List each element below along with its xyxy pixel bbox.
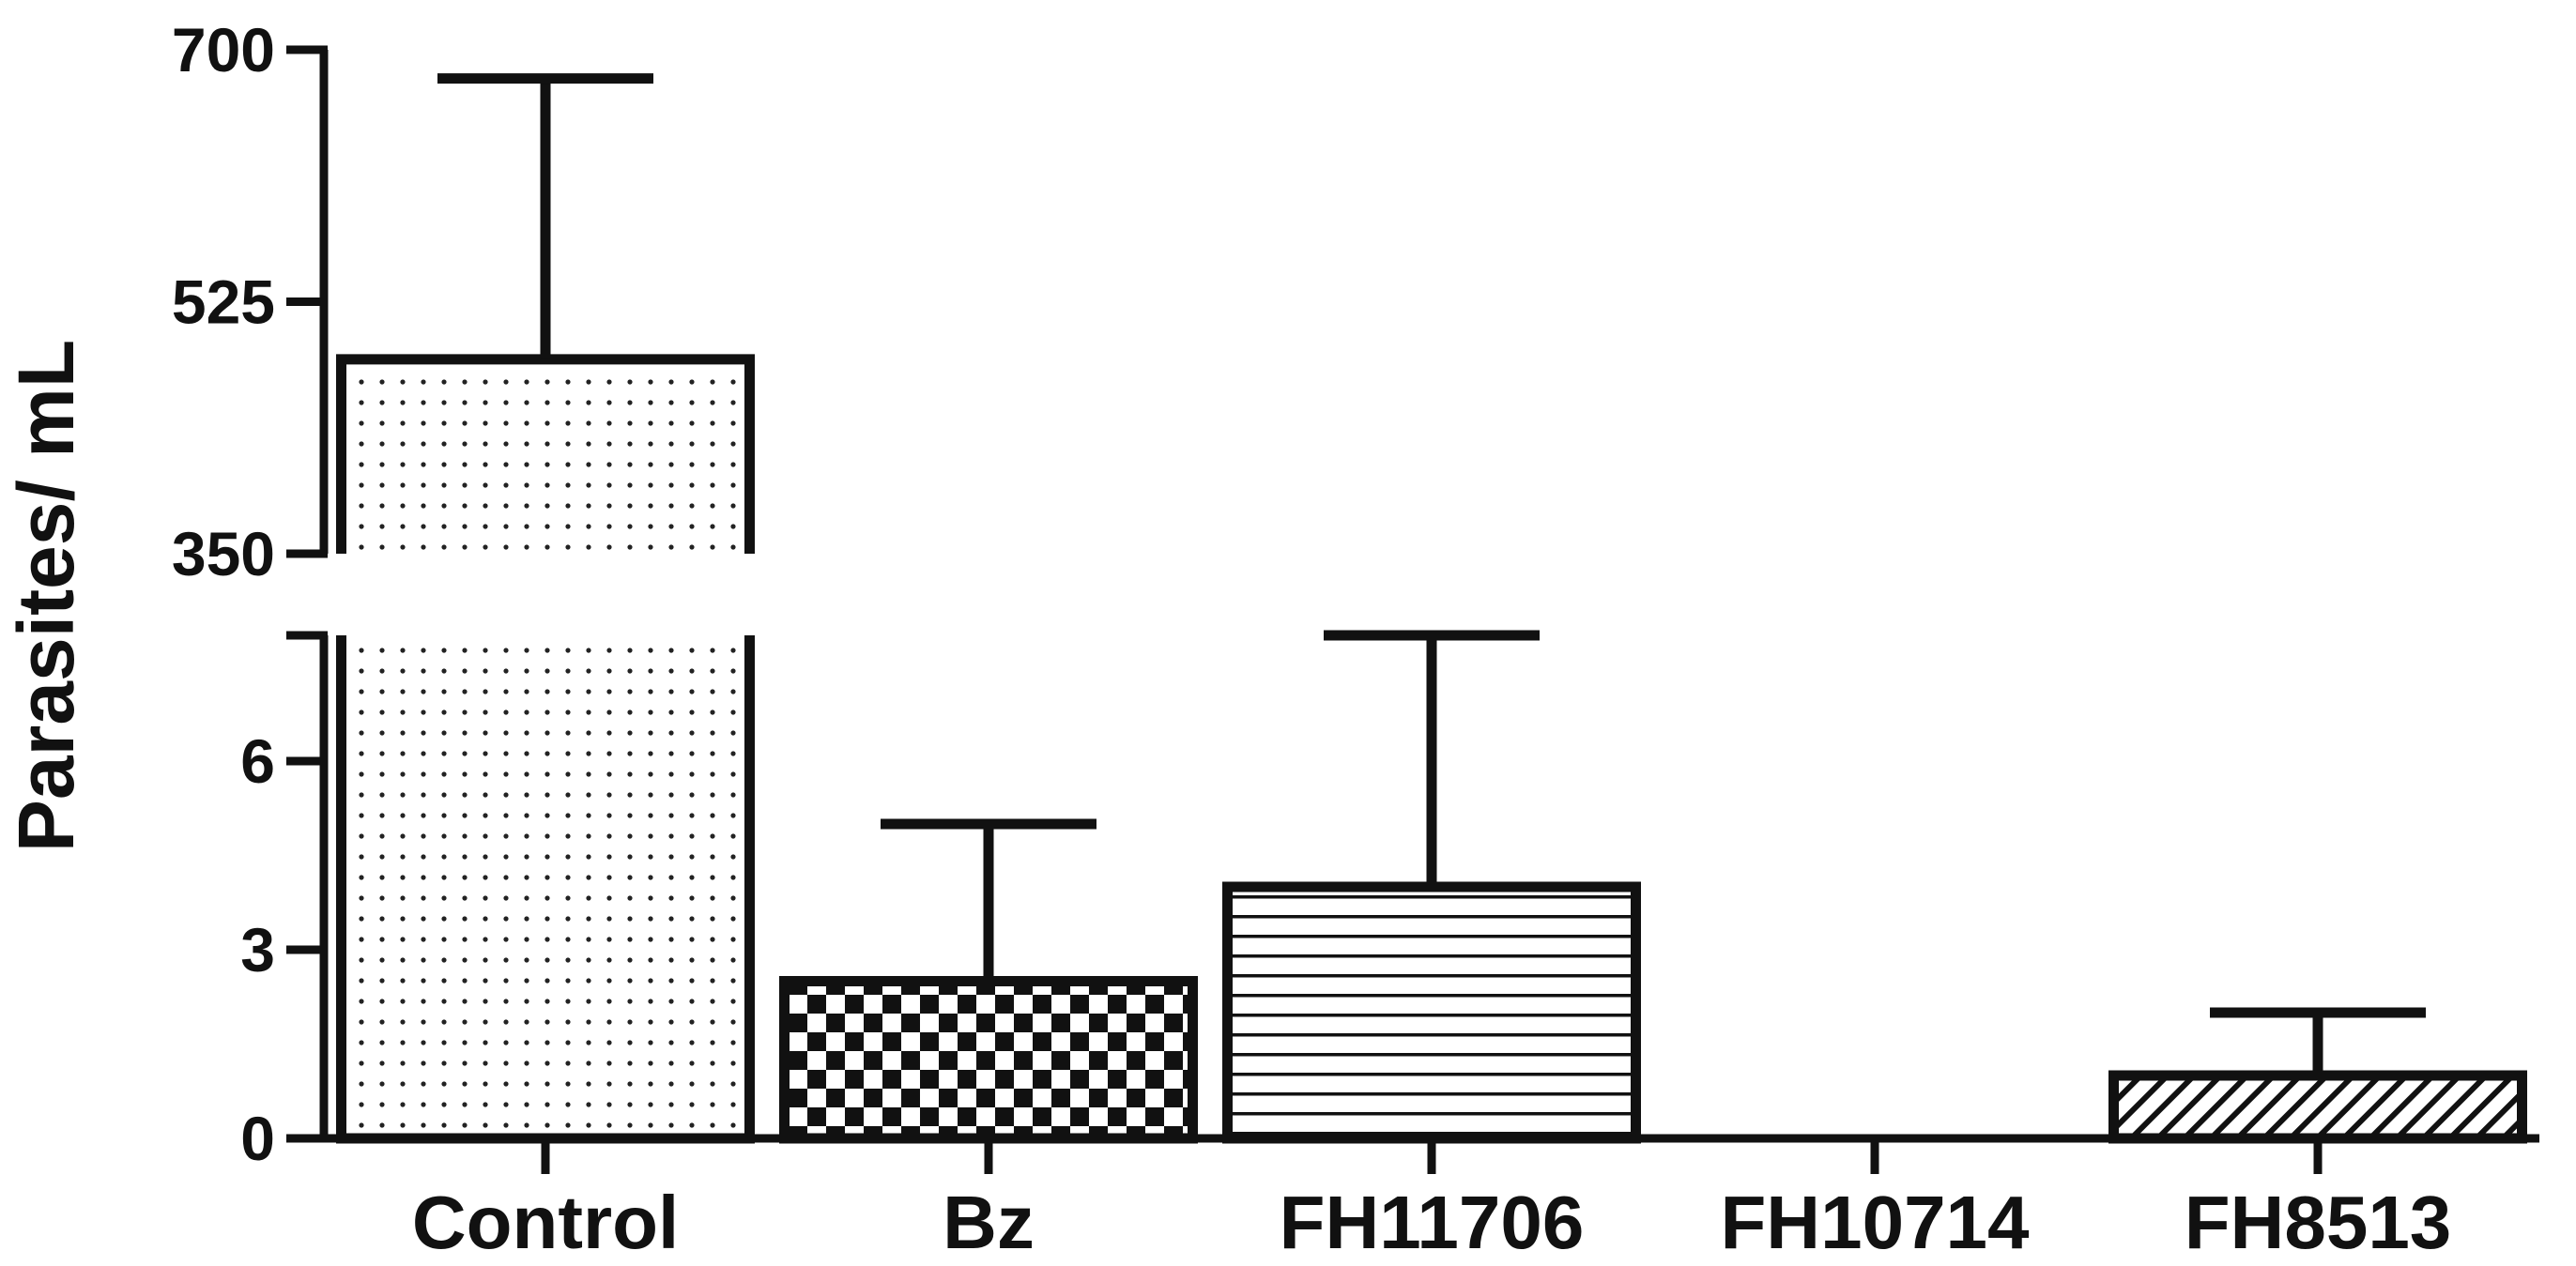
y-axis-title: Parasites/ mL: [2, 340, 90, 852]
y-tick-label-350: 350: [172, 519, 275, 588]
x-tick-label-fh11706: FH11706: [1280, 1181, 1585, 1264]
x-tick-label-bz: Bz: [943, 1181, 1035, 1264]
y-tick-label-0: 0: [240, 1104, 275, 1173]
x-tick-label-control: Control: [412, 1181, 679, 1264]
y-tick-label-3: 3: [240, 915, 275, 984]
bar-fh11706: [1222, 881, 1641, 1144]
y-tick-label-6: 6: [240, 726, 275, 796]
bar-bz: [779, 976, 1198, 1144]
y-tick-label-700: 700: [172, 15, 275, 84]
x-tick-label-fh10714: FH10714: [1720, 1181, 2030, 1264]
bar-fh8513: [2108, 1070, 2527, 1144]
bar-upper-control: [341, 358, 750, 554]
x-tick-label-fh8513: FH8513: [2185, 1181, 2452, 1264]
y-tick-label-525: 525: [172, 267, 275, 337]
bar-lower-control: [341, 635, 750, 1138]
